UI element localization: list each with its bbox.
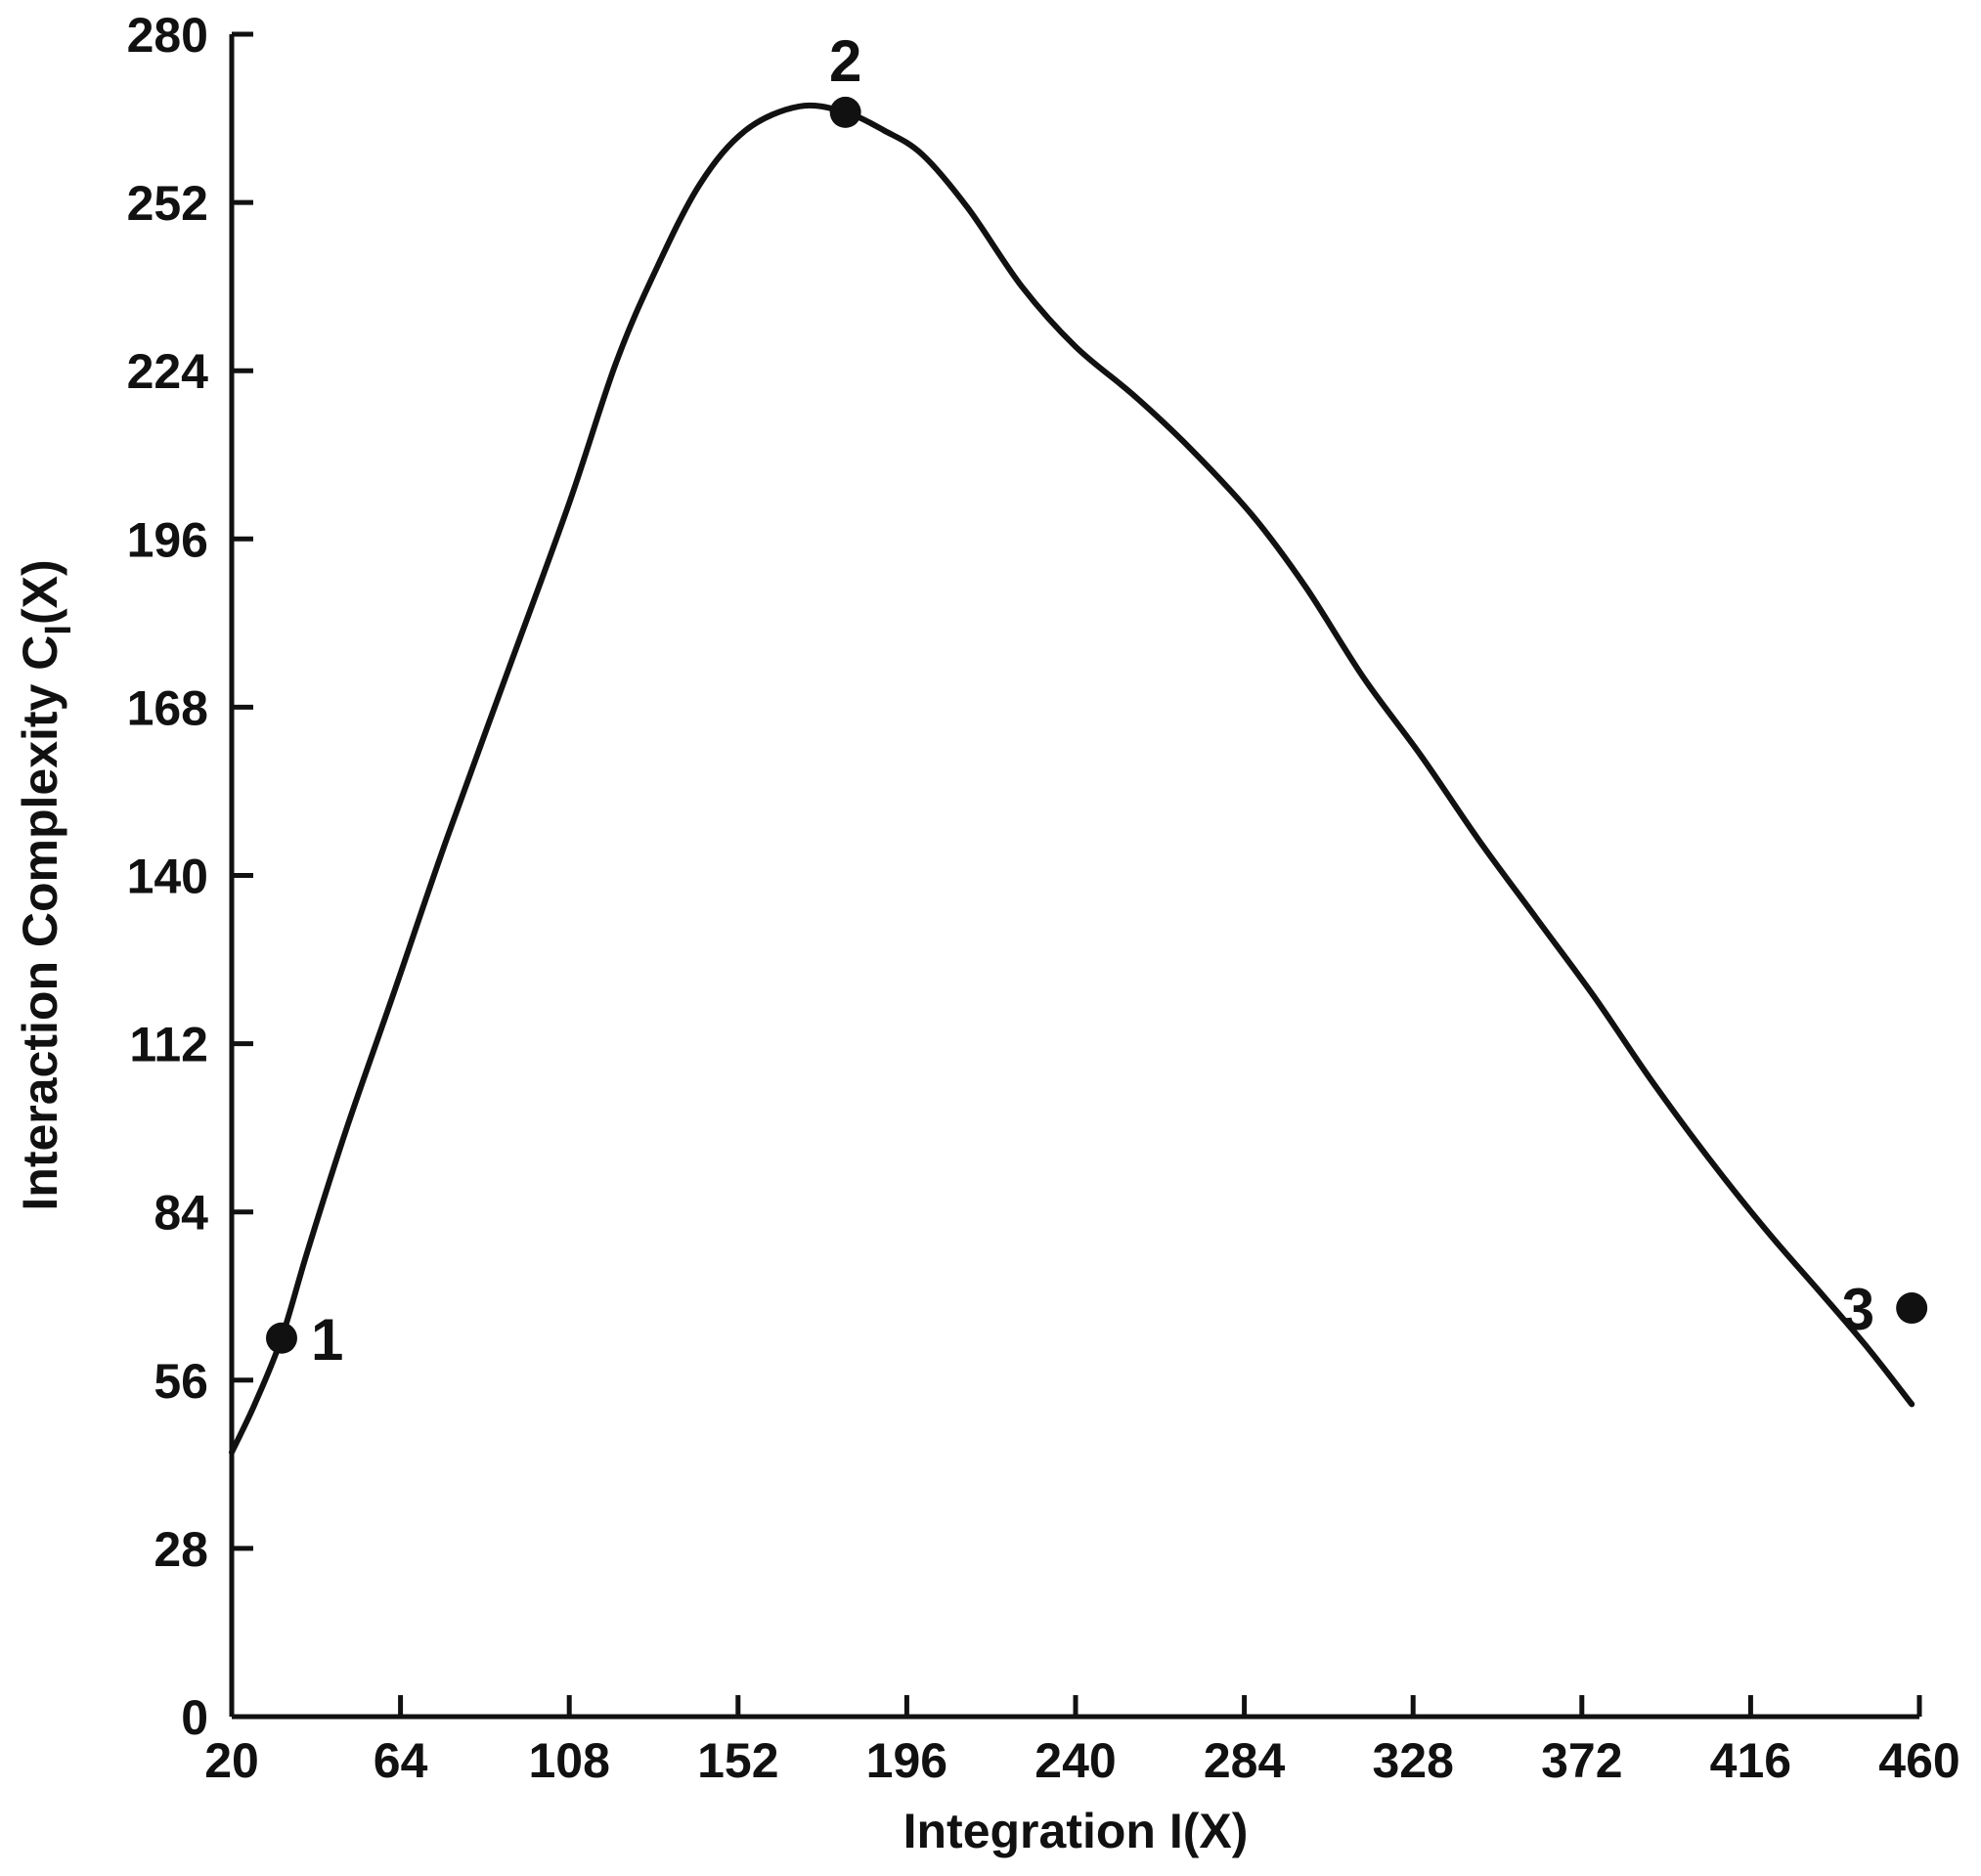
x-tick-label: 152	[697, 1733, 778, 1788]
point-label-3: 3	[1842, 1277, 1874, 1342]
y-tick-label: 140	[127, 850, 208, 904]
x-tick-label: 460	[1878, 1733, 1959, 1788]
point-label-2: 2	[829, 28, 861, 94]
point-marker-3	[1896, 1292, 1928, 1325]
x-tick-label: 108	[528, 1733, 609, 1788]
x-tick-label: 64	[374, 1733, 428, 1788]
y-tick-label: 168	[127, 680, 208, 735]
x-axis-title: Integration I(X)	[903, 1804, 1249, 1858]
x-tick-label: 240	[1035, 1733, 1116, 1788]
y-axis-ticks: 0 28 56 84 112 140 168 196 224 252 280	[127, 8, 253, 1745]
y-tick-label: 112	[129, 1018, 208, 1072]
y-tick-label: 196	[127, 512, 208, 567]
point-label-1: 1	[311, 1307, 343, 1373]
x-tick-label: 20	[204, 1733, 259, 1788]
y-tick-label: 224	[127, 344, 209, 399]
x-tick-label: 416	[1710, 1733, 1791, 1788]
y-axis-title-suffix: (X)	[13, 559, 67, 625]
y-tick-label: 280	[127, 8, 208, 63]
x-axis-ticks: 20 64 108 152 196 240 284 328 372 416 460	[204, 1695, 1960, 1788]
point-marker-2	[829, 96, 861, 128]
x-tick-label: 284	[1204, 1733, 1286, 1788]
y-tick-label: 84	[154, 1186, 208, 1241]
y-axis-title-main: Interaction Complexity C	[13, 635, 67, 1211]
highlighted-points: 1 2 3	[265, 28, 1928, 1373]
series-line	[229, 102, 1915, 1456]
x-tick-label: 328	[1372, 1733, 1453, 1788]
y-axis-title-subscript: I	[38, 625, 79, 635]
y-tick-label: 252	[127, 176, 208, 231]
y-tick-label: 0	[181, 1690, 208, 1745]
y-tick-label: 28	[154, 1522, 208, 1577]
x-tick-label: 196	[866, 1733, 947, 1788]
x-tick-label: 372	[1541, 1733, 1622, 1788]
point-marker-1	[265, 1322, 297, 1354]
y-tick-label: 56	[154, 1354, 208, 1409]
y-axis-title: Interaction Complexity CI(X)	[13, 559, 79, 1210]
